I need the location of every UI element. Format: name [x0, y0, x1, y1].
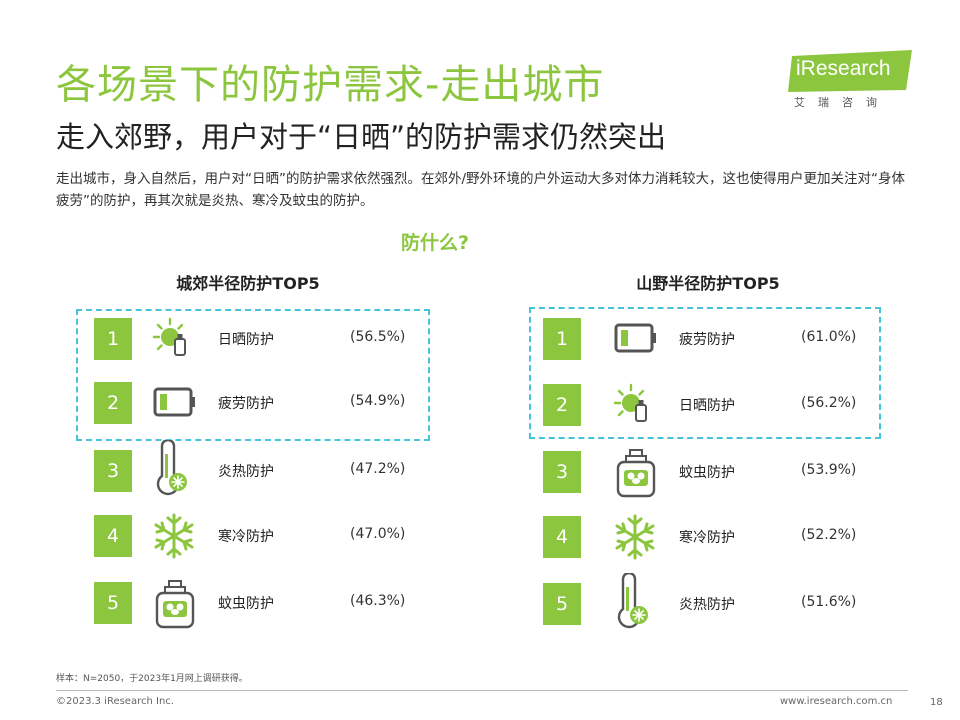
protection-type-label: 寒冷防护 — [218, 529, 274, 545]
ranking-row: 3 蚊虫防护 (53.9%) — [543, 448, 873, 498]
left-panel-title: 城郊半径防护TOP5 — [176, 274, 320, 293]
description-text: 走出城市，身入自然后，用户对“日晒”的防护需求依然强烈。在郊外/野外环境的户外运… — [56, 171, 906, 209]
page-subtitle: 走入郊野，用户对于“日晒”的防护需求仍然突出 — [56, 120, 667, 154]
bug-spray-icon — [152, 579, 195, 629]
section-question: 防什么? — [400, 232, 470, 254]
copyright-text: ©2023.3 iResearch Inc. — [56, 696, 174, 707]
page-title: 各场景下的防护需求-走出城市 — [56, 62, 605, 108]
ranking-row: 2 日晒防护 (56.2%) — [543, 381, 873, 427]
website-link[interactable]: www.iresearch.com.cn — [780, 696, 893, 707]
percentage-value: (46.3%) — [350, 593, 406, 609]
protection-type-label: 寒冷防护 — [679, 530, 735, 546]
sample-footnote: 样本：N=2050，于2023年1月网上调研获得。 — [56, 674, 248, 684]
rank-number-badge: 5 — [94, 582, 132, 624]
thermometer-icon — [613, 571, 653, 629]
protection-type-label: 蚊虫防护 — [218, 596, 274, 612]
top2-highlight-box-right — [529, 307, 881, 439]
protection-type-label: 炎热防护 — [679, 597, 735, 613]
ranking-row: 5 蚊虫防护 (46.3%) — [94, 579, 424, 629]
footer-divider — [56, 690, 908, 691]
page-number: 18 — [930, 697, 943, 708]
right-panel-title: 山野半径防护TOP5 — [636, 274, 780, 293]
ranking-row: 4 寒冷防护 (52.2%) — [543, 513, 873, 560]
rank-number-badge: 2 — [543, 384, 581, 426]
battery-low-icon — [152, 379, 195, 425]
ranking-row: 3 炎热防护 (47.2%) — [94, 438, 424, 496]
percentage-value: (56.2%) — [801, 395, 857, 411]
percentage-value: (47.0%) — [350, 526, 406, 542]
protection-type-label: 蚊虫防护 — [679, 465, 735, 481]
percentage-value: (54.9%) — [350, 393, 406, 409]
ranking-row: 4 寒冷防护 (47.0%) — [94, 512, 424, 559]
logo-text: iResearch — [796, 57, 891, 80]
logo-cn-text: 艾瑞咨询 — [794, 96, 890, 109]
protection-type-label: 日晒防护 — [679, 398, 735, 414]
sun-bottle-icon — [152, 315, 192, 361]
protection-type-label: 炎热防护 — [218, 464, 274, 480]
snowflake-icon — [152, 512, 194, 559]
rank-number-badge: 4 — [94, 515, 132, 557]
rank-number-badge: 1 — [543, 318, 581, 360]
snowflake-icon — [613, 513, 655, 560]
rank-number-badge: 3 — [94, 450, 132, 492]
bug-spray-icon — [613, 448, 656, 498]
protection-type-label: 疲劳防护 — [218, 396, 274, 412]
logo-banner-shape — [788, 50, 912, 92]
percentage-value: (52.2%) — [801, 527, 857, 543]
iresearch-logo: iResearch 艾瑞咨询 — [788, 50, 918, 110]
protection-type-label: 疲劳防护 — [679, 332, 735, 348]
battery-low-icon — [613, 315, 656, 361]
ranking-row: 1 日晒防护 (56.5%) — [94, 315, 424, 361]
percentage-value: (61.0%) — [801, 329, 857, 345]
ranking-row: 2 疲劳防护 (54.9%) — [94, 382, 424, 424]
top2-highlight-box-left — [76, 309, 430, 441]
sun-bottle-icon — [613, 381, 653, 427]
protection-type-label: 日晒防护 — [218, 332, 274, 348]
ranking-row: 1 疲劳防护 (61.0%) — [543, 318, 873, 360]
ranking-row: 5 炎热防护 (51.6%) — [543, 571, 873, 629]
percentage-value: (47.2%) — [350, 461, 406, 477]
rank-number-badge: 2 — [94, 382, 132, 424]
percentage-value: (53.9%) — [801, 462, 857, 478]
rank-number-badge: 5 — [543, 583, 581, 625]
rank-number-badge: 4 — [543, 516, 581, 558]
rank-number-badge: 1 — [94, 318, 132, 360]
rank-number-badge: 3 — [543, 451, 581, 493]
percentage-value: (56.5%) — [350, 329, 406, 345]
percentage-value: (51.6%) — [801, 594, 857, 610]
thermometer-icon — [152, 438, 192, 496]
